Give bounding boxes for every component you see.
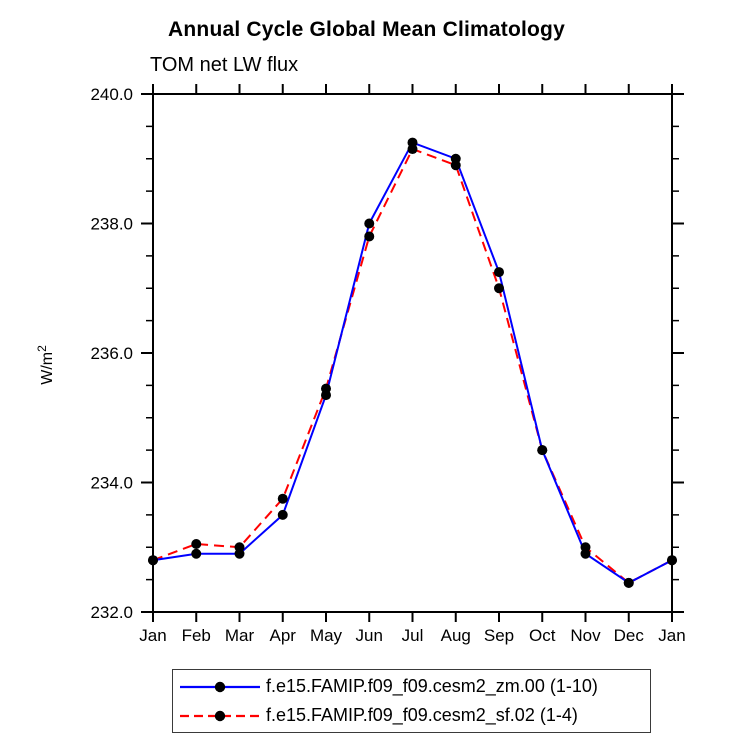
x-tick-label: Mar: [225, 626, 255, 645]
legend-box: f.e15.FAMIP.f09_f09.cesm2_zm.00 (1-10) f…: [172, 669, 651, 733]
x-tick-label: Oct: [529, 626, 556, 645]
x-tick-label: Jun: [356, 626, 383, 645]
y-axis-title: W/m2: [35, 345, 56, 385]
series-markers-1: [148, 137, 677, 588]
data-point: [537, 445, 548, 456]
data-point: [494, 267, 504, 278]
data-point: [364, 218, 375, 229]
data-point: [494, 283, 504, 294]
x-tick-label: Jan: [658, 626, 685, 645]
legend-entry-series1: f.e15.FAMIP.f09_f09.cesm2_zm.00 (1-10): [179, 673, 650, 700]
legend-label-series2: f.e15.FAMIP.f09_f09.cesm2_sf.02 (1-4): [266, 705, 578, 725]
y-axis: 232.0 234.0 236.0 238.0 240.0: [90, 85, 684, 622]
legend-entry-series2: f.e15.FAMIP.f09_f09.cesm2_sf.02 (1-4): [179, 702, 650, 729]
legend-marker-solid-line: [180, 681, 260, 692]
series-line-1: [152, 141, 673, 585]
legend-dot-icon: [214, 710, 226, 721]
x-tick-label: Nov: [570, 626, 601, 645]
data-point: [450, 160, 461, 171]
y-tick-label: 234.0: [90, 474, 133, 493]
x-tick-label: Jul: [402, 626, 424, 645]
y-tick-label: 236.0: [90, 344, 133, 363]
x-tick-label: Dec: [614, 626, 645, 645]
data-point: [277, 509, 288, 520]
legend-dot-icon: [214, 681, 226, 692]
data-point: [234, 542, 245, 553]
x-tick-label: Sep: [484, 626, 514, 645]
data-point: [407, 144, 418, 155]
data-point: [148, 555, 158, 566]
data-point: [580, 542, 591, 553]
legend-label-series1: f.e15.FAMIP.f09_f09.cesm2_zm.00 (1-10): [266, 676, 598, 696]
y-tick-label: 240.0: [90, 85, 133, 104]
data-point: [321, 383, 331, 394]
y-tick-label: 238.0: [90, 215, 133, 234]
plot-svg: Jan Feb Mar Apr May Jun Jul Aug Sep Oct Nov Dec Jan 2…: [35, 84, 686, 645]
chart-title: Annual Cycle Global Mean Climatology: [168, 18, 565, 41]
data-point: [191, 548, 202, 559]
series-markers-2: [148, 144, 677, 588]
x-tick-label: Apr: [270, 626, 297, 645]
data-point: [364, 231, 375, 242]
x-axis: Jan Feb Mar Apr May Jun Jul Aug Sep Oct Nov Dec Jan: [139, 84, 686, 645]
data-point: [623, 577, 634, 588]
plot-frame: [152, 93, 673, 613]
x-tick-label: Jan: [139, 626, 166, 645]
legend-marker-dashed-line: [180, 710, 260, 721]
x-tick-label: May: [310, 626, 343, 645]
x-tick-label: Aug: [441, 626, 471, 645]
series-line-2: [152, 147, 673, 585]
chart-subtitle: TOM net LW flux: [150, 54, 299, 76]
data-point: [191, 539, 202, 550]
y-tick-label: 232.0: [90, 603, 133, 622]
data-point: [667, 555, 677, 566]
x-tick-label: Feb: [182, 626, 211, 645]
data-point: [277, 493, 288, 504]
